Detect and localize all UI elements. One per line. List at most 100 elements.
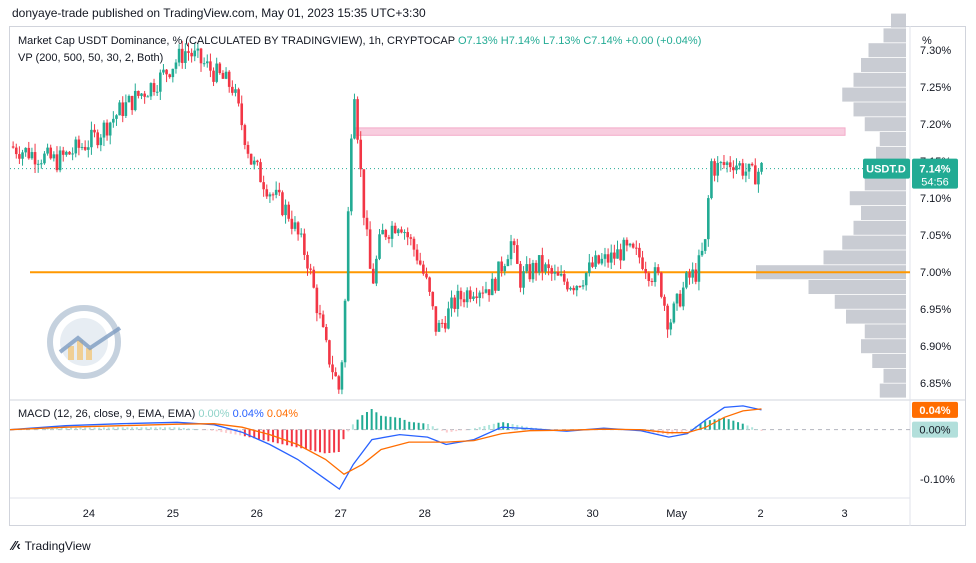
candle-body bbox=[180, 48, 184, 63]
y-tick-label: 7.00% bbox=[920, 267, 951, 279]
candle-body bbox=[108, 122, 112, 136]
candle-body bbox=[613, 252, 616, 259]
macd-hist-bar bbox=[37, 428, 40, 430]
candle-body bbox=[171, 68, 175, 78]
candle-body bbox=[284, 204, 287, 216]
macd-hist-bar bbox=[741, 423, 744, 430]
vp-bar bbox=[891, 13, 906, 28]
macd-hist-bar bbox=[93, 427, 96, 430]
candle-body bbox=[544, 264, 547, 272]
macd-hist-bar bbox=[145, 427, 148, 430]
candle-body bbox=[11, 146, 15, 148]
macd-legend[interactable]: MACD (12, 26, close, 9, EMA, EMA) 0.00% … bbox=[18, 408, 298, 420]
candle-body bbox=[537, 255, 541, 273]
candle-body bbox=[199, 48, 203, 64]
candle-body bbox=[115, 115, 118, 119]
macd-hist-bar bbox=[727, 419, 730, 430]
candle-body bbox=[669, 322, 673, 330]
tradingview-logo[interactable]: ⁄⁄‹ TradingView bbox=[12, 538, 91, 553]
candle-body bbox=[24, 147, 27, 153]
macd-hist-bar bbox=[732, 420, 735, 430]
candle-body bbox=[243, 125, 247, 145]
candle-body bbox=[428, 277, 431, 292]
candle-body bbox=[562, 273, 566, 282]
candle-body bbox=[58, 150, 62, 171]
candle-body bbox=[469, 290, 472, 299]
macd-hist-bar bbox=[276, 429, 279, 444]
candle-body bbox=[168, 74, 172, 78]
x-tick-label: May bbox=[666, 508, 687, 520]
macd-hist-bar bbox=[713, 419, 716, 430]
candle-body bbox=[221, 73, 225, 79]
candle-body bbox=[747, 163, 751, 172]
candles bbox=[11, 40, 763, 395]
macd-hist-bar bbox=[60, 428, 63, 430]
candle-body bbox=[735, 165, 738, 171]
candle-body bbox=[30, 152, 34, 159]
macd-hist-bar bbox=[445, 429, 448, 433]
candle-body bbox=[415, 249, 419, 261]
vp-indicator-label[interactable]: VP (200, 500, 50, 30, 2, Both) bbox=[18, 52, 164, 64]
candle-body bbox=[512, 241, 516, 246]
candle-body bbox=[312, 269, 316, 288]
candle-body bbox=[36, 163, 40, 165]
macd-hist-bar bbox=[333, 429, 336, 453]
macd-hist-bar bbox=[117, 427, 120, 430]
candle-body bbox=[356, 99, 359, 140]
candle-body bbox=[68, 151, 71, 155]
candle-body bbox=[581, 285, 585, 287]
candle-body bbox=[343, 300, 347, 363]
candle-body bbox=[678, 293, 682, 307]
chart-frame bbox=[9, 26, 966, 526]
candle-body bbox=[246, 144, 250, 154]
chart-legend[interactable]: Market Cap USDT Dominance, % (CALCULATED… bbox=[18, 35, 701, 47]
candle-body bbox=[249, 153, 253, 165]
macd-hist-bar bbox=[502, 422, 505, 430]
candle-body bbox=[757, 171, 760, 185]
x-tick-label: 28 bbox=[419, 508, 431, 520]
candle-body bbox=[584, 272, 588, 286]
candle-body bbox=[296, 222, 300, 235]
y-tick-label: 6.95% bbox=[920, 304, 951, 316]
candle-body bbox=[162, 69, 165, 73]
candle-body bbox=[337, 376, 341, 390]
candle-body bbox=[619, 249, 622, 261]
candle-body bbox=[240, 103, 244, 126]
macd-hist-bar bbox=[422, 423, 425, 430]
macd-hist-bar bbox=[389, 416, 392, 430]
candle-body bbox=[331, 364, 334, 373]
candle-body bbox=[268, 194, 272, 197]
macd-hist-bar bbox=[361, 415, 364, 430]
candle-body bbox=[722, 162, 726, 165]
y-tick-label: 7.10% bbox=[920, 193, 951, 205]
macd-hist-bar bbox=[431, 426, 434, 430]
candle-body bbox=[396, 229, 400, 234]
candle-body bbox=[187, 51, 190, 53]
candle-body bbox=[165, 69, 168, 75]
candle-body bbox=[27, 147, 31, 159]
macd-indicator-label[interactable]: MACD (12, 26, close, 9, EMA, EMA) bbox=[18, 408, 196, 420]
macd-hist-bar bbox=[196, 429, 199, 430]
macd-hist-bar bbox=[182, 427, 185, 430]
candle-body bbox=[309, 268, 312, 270]
low-value: L7.13% bbox=[542, 35, 581, 47]
symbol-title[interactable]: Market Cap USDT Dominance, % (CALCULATED… bbox=[18, 35, 455, 47]
open-value: O7.13% bbox=[457, 35, 498, 47]
x-tick-label: 27 bbox=[335, 508, 347, 520]
macd-hist-bar bbox=[417, 422, 420, 430]
macd-hist-bar bbox=[229, 429, 232, 434]
vp-bar bbox=[872, 354, 906, 368]
candle-body bbox=[641, 257, 644, 269]
candle-body bbox=[447, 308, 450, 329]
vp-bar bbox=[864, 117, 906, 132]
candle-body bbox=[631, 243, 635, 248]
candle-body bbox=[578, 286, 582, 288]
vp-bar bbox=[861, 206, 906, 220]
macd-hist-bar bbox=[107, 427, 110, 430]
candle-body bbox=[262, 182, 265, 190]
candle-body bbox=[390, 225, 394, 239]
candle-body bbox=[149, 83, 153, 97]
axes: %6.85%6.90%6.95%7.00%7.05%7.10%7.15%7.20… bbox=[83, 35, 958, 520]
candle-body bbox=[130, 95, 134, 111]
